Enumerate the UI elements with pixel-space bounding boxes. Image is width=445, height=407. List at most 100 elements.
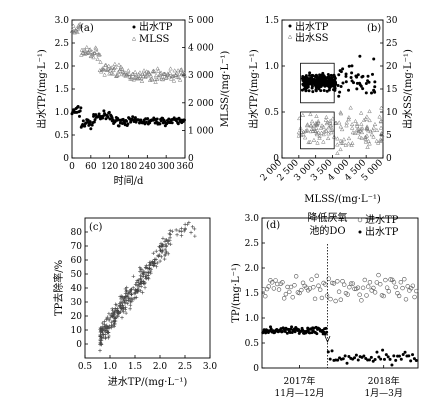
mlss-point bbox=[153, 79, 158, 84]
tp-point bbox=[314, 85, 318, 89]
mlss-point bbox=[130, 71, 136, 76]
ss-point bbox=[378, 119, 384, 124]
panel-label: (a) bbox=[80, 23, 94, 34]
legend-marker bbox=[288, 24, 292, 28]
tp-point bbox=[366, 74, 370, 78]
tp-point bbox=[344, 80, 348, 84]
ss-point bbox=[341, 137, 347, 142]
ss-point bbox=[363, 134, 368, 139]
removal-point bbox=[179, 229, 184, 234]
tp-point bbox=[93, 118, 97, 122]
removal-point bbox=[107, 325, 111, 330]
ss-point bbox=[372, 121, 378, 126]
mlss-point bbox=[91, 55, 96, 60]
effluent-tp-point bbox=[382, 357, 386, 361]
influent-tp-point bbox=[333, 298, 338, 304]
removal-point bbox=[109, 313, 113, 317]
ss-point bbox=[346, 141, 351, 146]
mlss-point bbox=[171, 73, 176, 78]
removal-point bbox=[168, 232, 173, 237]
removal-point bbox=[187, 220, 191, 225]
influent-tp-point bbox=[362, 277, 368, 283]
removal-point bbox=[99, 338, 104, 342]
tp-point bbox=[358, 83, 362, 87]
mlss-point bbox=[162, 71, 168, 76]
tp-point bbox=[125, 119, 129, 123]
tp-point bbox=[155, 117, 159, 121]
tp-point bbox=[310, 84, 314, 88]
mlss-point bbox=[143, 73, 149, 78]
ss-point bbox=[346, 117, 351, 122]
mlss-point bbox=[129, 76, 134, 81]
effluent-tp-point bbox=[390, 363, 394, 367]
ss-point bbox=[300, 132, 306, 137]
tp-point bbox=[158, 122, 162, 126]
mlss-point bbox=[141, 73, 146, 79]
y-axis-title: TP/(mg·L⁻¹) bbox=[231, 263, 242, 323]
y-right-tick-label: 3 000 bbox=[188, 71, 214, 81]
ss-point bbox=[346, 115, 352, 120]
influent-tp-point bbox=[280, 280, 285, 285]
tp-point bbox=[97, 112, 101, 116]
tp-point bbox=[347, 88, 351, 92]
removal-point bbox=[159, 248, 163, 252]
effluent-tp-point bbox=[397, 354, 401, 358]
influent-tp-point bbox=[326, 276, 331, 281]
y-tick-label: 30 bbox=[71, 298, 83, 308]
removal-point bbox=[131, 274, 136, 279]
removal-point bbox=[164, 250, 168, 255]
removal-point bbox=[193, 234, 197, 238]
tp-point bbox=[344, 72, 348, 76]
removal-point bbox=[175, 233, 179, 237]
ss-point bbox=[317, 135, 322, 140]
ss-point bbox=[348, 105, 353, 110]
removal-point bbox=[105, 330, 110, 335]
tp-point bbox=[341, 67, 345, 71]
mlss-point bbox=[118, 64, 124, 69]
removal-point bbox=[128, 303, 133, 308]
removal-point bbox=[138, 269, 142, 274]
ss-point bbox=[379, 132, 384, 137]
influent-tp-point bbox=[266, 284, 271, 289]
effluent-tp-point bbox=[381, 348, 385, 352]
y-tick-label: 0 bbox=[273, 154, 279, 164]
y-right-tick-label: 5 bbox=[386, 131, 392, 141]
y-tick-label: 40 bbox=[71, 284, 83, 294]
ss-point bbox=[318, 125, 324, 130]
tp-point bbox=[341, 81, 345, 85]
tp-point bbox=[325, 89, 329, 93]
effluent-tp-point bbox=[330, 349, 334, 353]
y-right-tick-label: 10 bbox=[386, 108, 398, 118]
y-tick-label: 0 bbox=[63, 154, 69, 164]
influent-tp-point bbox=[287, 289, 292, 295]
ss-point bbox=[328, 123, 333, 128]
removal-point bbox=[120, 301, 124, 305]
ss-point bbox=[305, 122, 310, 127]
ss-point bbox=[327, 118, 333, 123]
y-right-tick-label: 5 000 bbox=[188, 16, 214, 26]
removal-point bbox=[141, 272, 146, 276]
influent-tp-point bbox=[384, 285, 390, 290]
legend-marker bbox=[131, 36, 137, 41]
tp-point bbox=[372, 89, 376, 93]
removal-point bbox=[122, 299, 126, 304]
removal-point bbox=[112, 312, 116, 317]
ss-point bbox=[311, 126, 317, 131]
ss-point bbox=[358, 110, 364, 115]
tp-point bbox=[344, 74, 348, 78]
tp-point bbox=[106, 115, 110, 119]
removal-point bbox=[110, 306, 114, 311]
mlss-point bbox=[111, 66, 117, 71]
mlss-point bbox=[71, 23, 76, 28]
removal-point bbox=[120, 308, 124, 312]
removal-point bbox=[192, 227, 197, 231]
mlss-point bbox=[139, 76, 144, 81]
ss-point bbox=[364, 114, 370, 119]
removal-point bbox=[129, 287, 133, 292]
removal-point bbox=[170, 229, 175, 234]
effluent-tp-point bbox=[343, 354, 347, 358]
tp-point bbox=[321, 71, 325, 75]
effluent-tp-point bbox=[375, 350, 379, 354]
legend-label: 进水TP bbox=[365, 214, 399, 226]
effluent-tp-point bbox=[347, 355, 351, 359]
